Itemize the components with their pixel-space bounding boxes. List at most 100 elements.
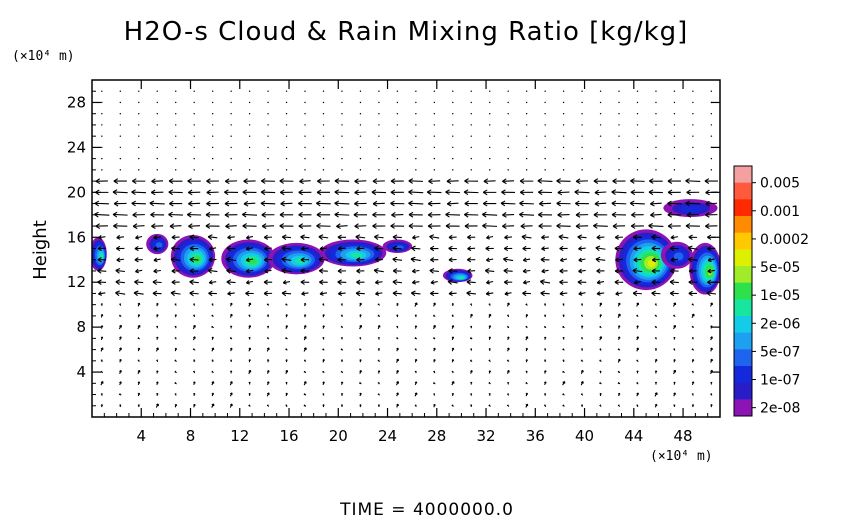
wind-vector	[593, 211, 608, 218]
wind-vector	[692, 101, 694, 104]
wind-vector	[433, 113, 436, 115]
colorbar-swatch	[734, 166, 752, 184]
wind-vector	[319, 246, 328, 252]
wind-vector	[208, 257, 217, 263]
wind-vector	[593, 178, 608, 184]
wind-vector	[248, 101, 251, 104]
wind-vector	[408, 200, 424, 207]
wind-vector	[507, 404, 510, 407]
wind-vector	[175, 146, 177, 149]
wind-vector	[452, 113, 454, 115]
wind-vector	[525, 403, 529, 408]
wind-vector	[266, 381, 270, 386]
wind-vector	[489, 146, 491, 149]
wind-vector	[507, 393, 510, 396]
wind-vector	[488, 303, 491, 306]
wind-vector	[430, 257, 439, 263]
wind-vector	[522, 290, 531, 297]
wind-vector	[581, 336, 584, 340]
wind-vector	[580, 369, 584, 375]
wind-vector	[544, 348, 547, 351]
colorbar-swatch	[734, 382, 752, 400]
wind-vector	[599, 169, 602, 171]
wind-vector	[636, 302, 640, 307]
wind-vector	[303, 336, 307, 341]
wind-vector	[396, 403, 399, 408]
wind-vector	[207, 267, 218, 274]
wind-vector	[279, 211, 294, 218]
wind-vector	[98, 291, 106, 296]
wind-vector	[541, 246, 549, 251]
wind-vector	[557, 212, 570, 218]
wind-vector	[562, 113, 565, 115]
wind-vector	[575, 178, 589, 185]
wind-vector	[372, 178, 385, 185]
wind-vector	[636, 370, 639, 374]
wind-vector	[489, 157, 491, 160]
wind-vector	[507, 90, 509, 92]
wind-vector	[541, 234, 549, 240]
wind-vector	[686, 211, 699, 218]
cloud-contour	[680, 205, 703, 213]
wind-vector	[152, 279, 162, 285]
wind-vector	[670, 234, 679, 240]
wind-vector	[489, 135, 491, 137]
wind-vector	[636, 169, 639, 171]
wind-vector	[359, 369, 362, 374]
wind-vector	[414, 314, 417, 318]
wind-vector	[556, 200, 571, 207]
wind-vector	[322, 314, 325, 318]
wind-vector	[396, 135, 399, 137]
wind-vector	[230, 113, 232, 115]
wind-vector	[132, 211, 145, 218]
wind-vector	[469, 337, 473, 340]
wind-vector	[451, 370, 454, 374]
wind-vector	[580, 380, 584, 386]
x-tick-label: 4	[136, 427, 146, 445]
wind-vector	[506, 325, 510, 329]
wind-vector	[482, 222, 498, 229]
wind-vector	[392, 290, 402, 297]
wind-vector	[359, 157, 362, 160]
wind-vector	[617, 370, 621, 374]
wind-vector	[132, 223, 145, 230]
wind-vector	[685, 223, 700, 229]
wind-vector	[463, 211, 479, 218]
wind-vector	[599, 359, 602, 362]
wind-vector	[390, 223, 405, 229]
wind-vector	[559, 245, 568, 252]
wind-vector	[507, 113, 509, 115]
wind-vector	[156, 370, 159, 374]
wind-vector	[156, 101, 158, 104]
wind-vector	[618, 146, 620, 149]
wind-vector	[636, 381, 639, 385]
wind-vector	[356, 246, 365, 252]
wind-vector	[298, 223, 312, 229]
wind-vector	[414, 337, 418, 340]
y-tick-label: 12	[67, 273, 86, 291]
wind-vector	[543, 381, 547, 386]
wind-vector	[115, 279, 125, 285]
wind-vector	[502, 223, 515, 229]
wind-vector	[137, 337, 140, 340]
colorbar-swatch	[734, 182, 752, 200]
wind-vector	[248, 124, 251, 126]
wind-vector	[377, 348, 381, 351]
wind-vector	[100, 404, 104, 408]
colorbar: 0.005 0.001 0.0002 5e-05 1e-05 2e-06 5e-07 1e-0…	[733, 165, 809, 417]
wind-vector	[372, 211, 386, 218]
wind-vector	[267, 146, 269, 149]
wind-vector	[230, 359, 233, 363]
y-tick-label: 28	[67, 93, 86, 111]
wind-vector	[264, 246, 272, 252]
wind-vector	[599, 135, 602, 137]
wind-vector	[119, 369, 122, 374]
wind-vector	[519, 211, 535, 218]
wind-vector	[156, 146, 158, 149]
wind-vector	[470, 169, 472, 171]
wind-vector	[211, 347, 215, 352]
wind-vector	[544, 169, 546, 171]
wind-vector	[97, 257, 106, 263]
wind-vector	[488, 336, 492, 340]
wind-vector	[225, 256, 237, 263]
